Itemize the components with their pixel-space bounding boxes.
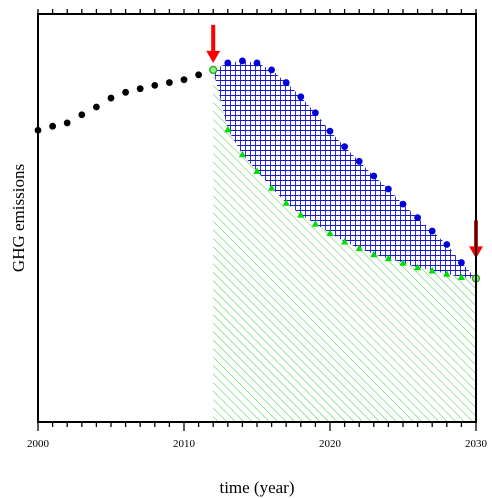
endpoint-marker [209,65,218,75]
blue-data-point [224,59,232,67]
black-data-point [195,71,203,79]
green-triangle-point [443,270,451,277]
x-tick-label: 2020 [319,438,342,450]
blue-data-point [428,227,436,235]
blue-data-point [326,127,334,135]
green-triangle-point [326,229,334,236]
green-triangle-point [311,220,319,227]
red-arrow [206,24,221,63]
black-data-point [151,82,159,89]
green-triangle-point [282,199,290,206]
green-triangle-point [341,238,349,245]
green-triangle-point [268,184,276,191]
blue-data-point [312,109,319,117]
blue-data-point [355,157,363,165]
green-triangle-point [297,211,305,218]
black-data-point [136,85,144,93]
blue-data-point [399,200,407,208]
blue-data-point [414,214,421,221]
blue-data-point [341,143,348,151]
x-tick-label: 2030 [465,438,488,450]
green-triangle-point [238,150,246,158]
black-data-point [93,103,100,111]
black-data-point [63,119,71,127]
green-triangle-point [224,125,232,133]
green-triangle-point [370,250,378,258]
green-triangle-point [457,273,465,281]
black-data-point [180,76,188,84]
green-triangle-point [399,259,407,266]
green-triangle-point [355,244,363,252]
x-tick-label: 2000 [27,438,50,450]
black-data-point [107,94,115,102]
blue-data-point [458,259,465,266]
blue-data-point [253,59,261,67]
blue-data-point [443,241,451,248]
x-axis-label: time (year) [219,478,294,497]
y-axis-label: GHG emissions [9,164,28,272]
green-triangle-point [428,267,436,274]
blue-data-point [297,93,305,101]
black-data-point [122,88,129,96]
x-tick-label: 2010 [173,438,196,450]
blue-data-point [268,66,275,74]
green-triangle-point [414,263,422,271]
hatched-region-lower [213,69,476,423]
black-data-point [78,111,86,119]
black-data-point [166,79,173,86]
green-triangle-point [253,167,261,174]
blue-data-point [385,185,392,193]
crosshatched-region-upper [213,60,476,279]
blue-data-point [239,57,246,65]
green-triangle-point [384,254,392,262]
blue-data-point [282,79,290,86]
plot-area: 2000 2010 2020 2030 [27,9,488,450]
blue-data-point [370,172,378,180]
black-data-point [49,122,56,130]
